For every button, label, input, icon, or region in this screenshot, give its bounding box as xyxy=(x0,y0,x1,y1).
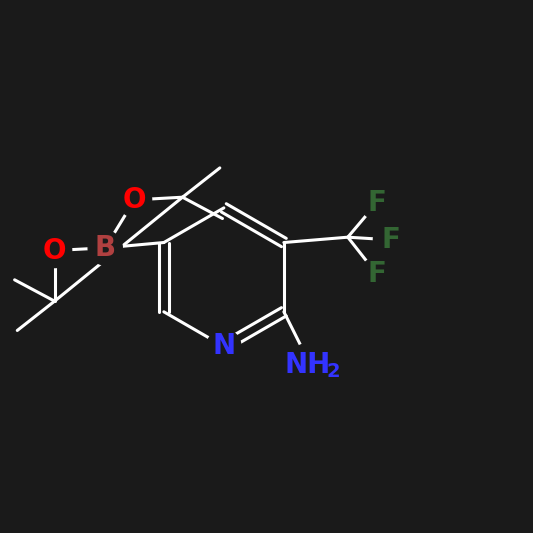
Text: 2: 2 xyxy=(326,362,340,381)
Text: F: F xyxy=(368,189,386,216)
Text: NH: NH xyxy=(285,351,331,379)
Circle shape xyxy=(88,231,122,265)
Text: F: F xyxy=(381,226,400,254)
Text: F: F xyxy=(368,261,386,288)
Circle shape xyxy=(360,185,394,220)
Text: B: B xyxy=(95,234,116,262)
Text: O: O xyxy=(43,237,66,264)
Circle shape xyxy=(207,329,241,364)
Circle shape xyxy=(117,183,151,217)
Circle shape xyxy=(288,343,333,387)
Circle shape xyxy=(37,233,71,268)
Circle shape xyxy=(374,223,408,257)
Text: N: N xyxy=(212,333,236,360)
Text: O: O xyxy=(123,186,146,214)
Circle shape xyxy=(360,257,394,292)
